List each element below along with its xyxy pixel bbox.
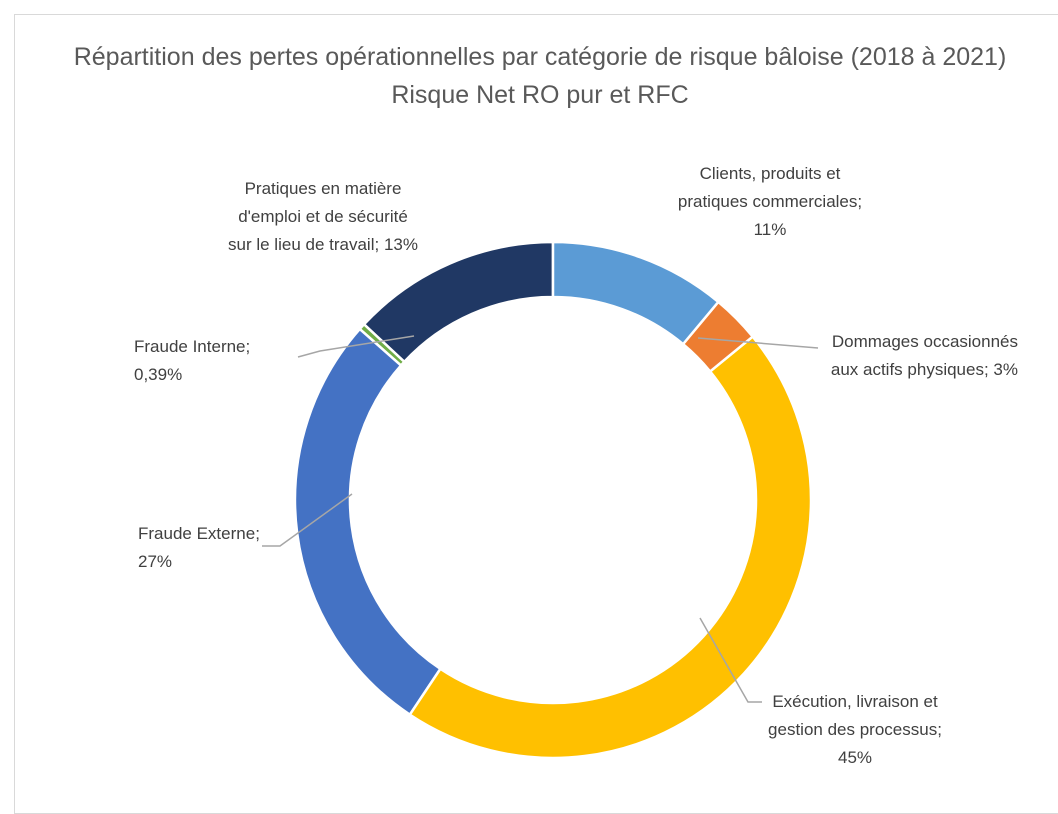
donut-slice bbox=[408, 334, 813, 760]
label-separator: ; bbox=[374, 235, 384, 254]
donut-slice bbox=[681, 300, 755, 374]
data-label: Dommages occasionnés aux actifs physique… bbox=[828, 328, 1018, 384]
label-separator: ; bbox=[983, 360, 994, 379]
donut-slice bbox=[362, 240, 555, 364]
leader-line bbox=[262, 493, 353, 547]
category-name: Exécution, livraison et gestion des proc… bbox=[768, 692, 943, 739]
label-separator: ; bbox=[245, 337, 255, 356]
label-separator: ; bbox=[255, 524, 265, 543]
leader-line bbox=[699, 617, 762, 703]
value-label: 3% bbox=[993, 360, 1018, 379]
category-name: Clients, produits et pratiques commercia… bbox=[677, 164, 858, 211]
label-separator: ; bbox=[937, 720, 947, 739]
page: {"chart_data": {"type": "donut", "title"… bbox=[14, 14, 1058, 814]
donut-slice bbox=[551, 240, 721, 346]
leader-line bbox=[697, 337, 819, 349]
leader-line bbox=[297, 335, 415, 358]
label-separator: ; bbox=[857, 192, 867, 211]
leader-lines bbox=[262, 335, 819, 703]
chart bbox=[262, 240, 819, 760]
data-label: Fraude Interne; 0,39% bbox=[134, 333, 294, 389]
chart-title: Répartition des pertes opérationnelles p… bbox=[73, 43, 1007, 109]
value-label: 27% bbox=[138, 552, 173, 571]
data-label: Exécution, livraison et gestion des proc… bbox=[760, 688, 950, 772]
data-label: Fraude Externe; 27% bbox=[138, 520, 288, 576]
value-label: 0,39% bbox=[134, 365, 183, 384]
value-label: 13% bbox=[383, 235, 418, 254]
value-label: 45% bbox=[837, 748, 873, 767]
data-label: Clients, produits et pratiques commercia… bbox=[670, 160, 870, 244]
donut-slice bbox=[293, 327, 443, 717]
category-name: Fraude Externe bbox=[138, 524, 256, 543]
category-name: Dommages occasionnés aux actifs physique… bbox=[830, 332, 1023, 379]
category-name: Fraude Interne bbox=[134, 337, 246, 356]
category-name: Pratiques en matière d'emploi et de sécu… bbox=[228, 179, 413, 254]
value-label: 11% bbox=[753, 220, 787, 239]
data-label: Pratiques en matière d'emploi et de sécu… bbox=[228, 175, 418, 259]
